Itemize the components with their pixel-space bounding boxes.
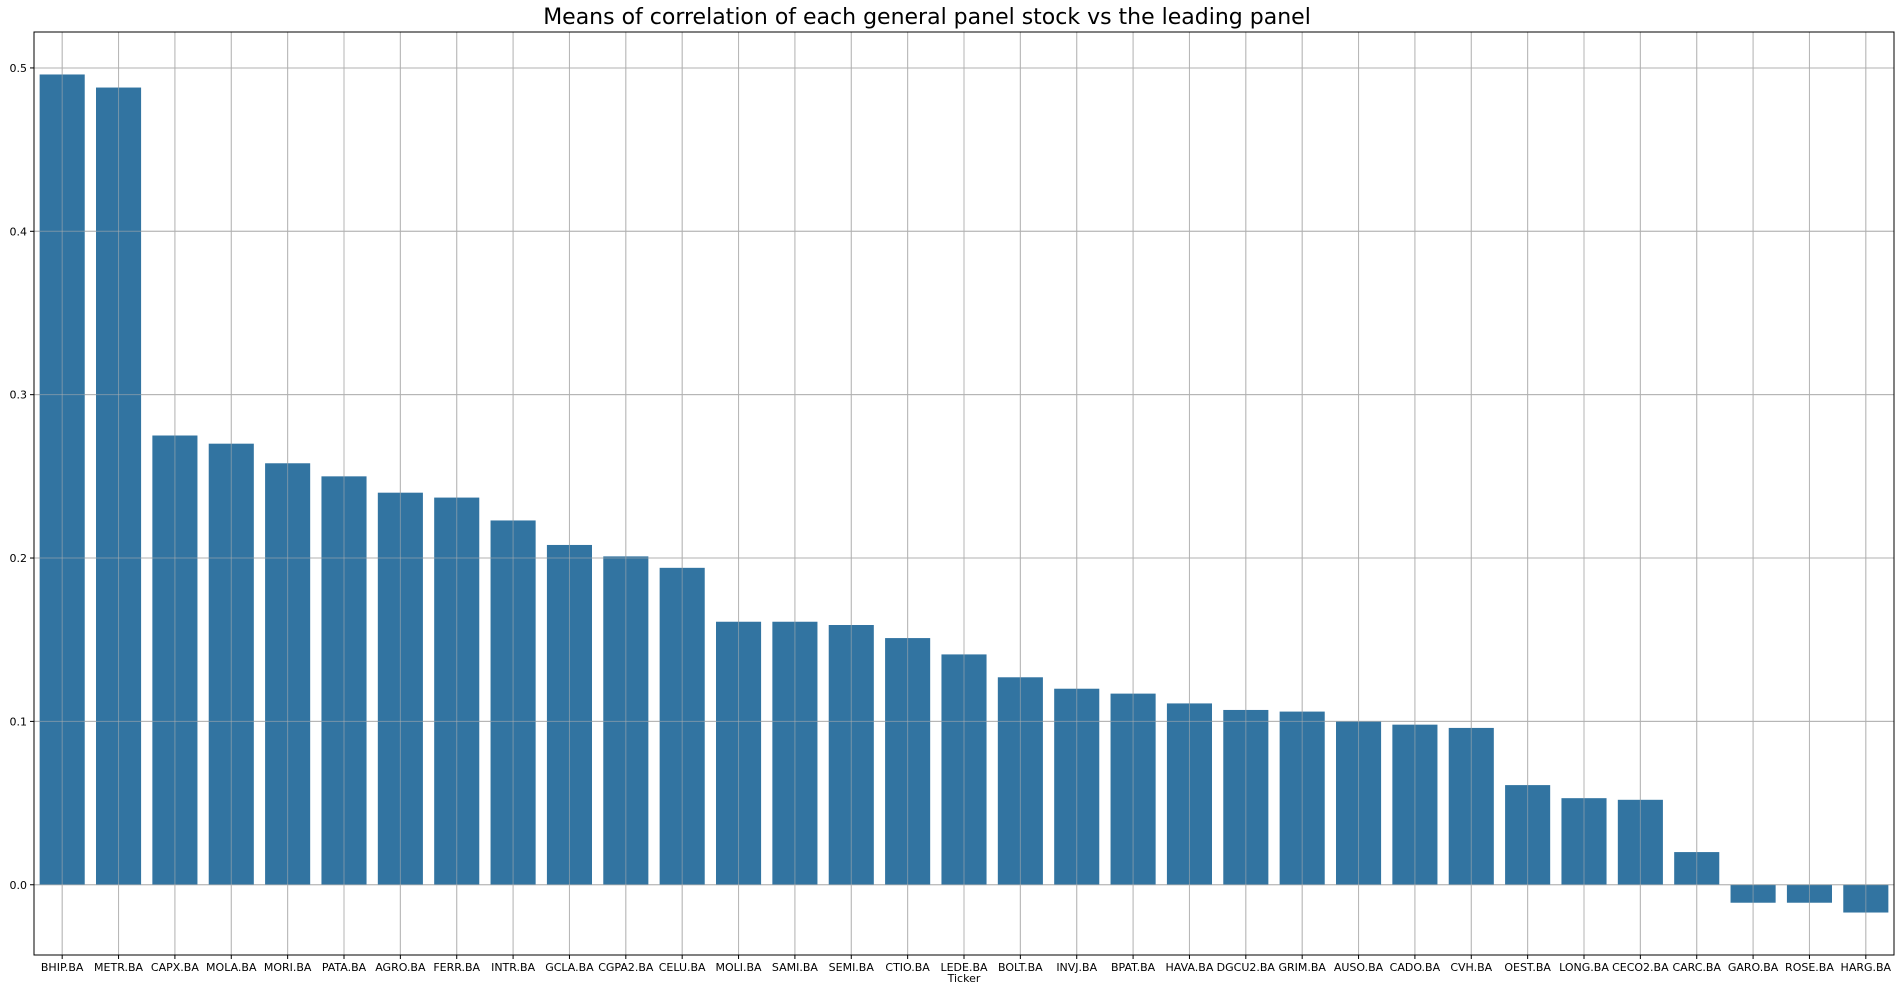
x-tick-label: LONG.BA	[1559, 961, 1609, 974]
x-tick-label: PATA.BA	[322, 961, 367, 974]
x-tick-label: CARC.BA	[1672, 961, 1721, 974]
x-tick-label: GCLA.BA	[545, 961, 594, 974]
grid-overlay	[34, 32, 1894, 955]
x-tick-label: CGPA2.BA	[598, 961, 654, 974]
x-tick-label: OEST.BA	[1504, 961, 1551, 974]
x-tick-label: BHIP.BA	[41, 961, 84, 974]
x-tick-label: CELU.BA	[659, 961, 706, 974]
x-tick-label: CADO.BA	[1390, 961, 1441, 974]
y-tick-label: 0.1	[10, 715, 28, 728]
x-axis: BHIP.BA METR.BA CAPX.BA MOLA.BA MORI.BA PATA.…	[41, 955, 1892, 974]
x-tick-label: CTIO.BA	[885, 961, 930, 974]
x-tick-label: MORI.BA	[264, 961, 312, 974]
x-tick-label: BPAT.BA	[1111, 961, 1156, 974]
x-axis-label: Ticker	[947, 972, 981, 985]
x-tick-label: METR.BA	[94, 961, 143, 974]
x-tick-label: FERR.BA	[433, 961, 480, 974]
x-tick-label: HAVA.BA	[1166, 961, 1214, 974]
x-tick-label: MOLI.BA	[715, 961, 762, 974]
y-tick-label: 0.3	[10, 389, 28, 402]
y-tick-label: 0.4	[10, 225, 28, 238]
x-tick-label: AGRO.BA	[375, 961, 426, 974]
x-tick-label: BOLT.BA	[998, 961, 1043, 974]
x-tick-label: INVJ.BA	[1056, 961, 1097, 974]
y-tick-label: 0.2	[10, 552, 28, 565]
x-tick-label: ROSE.BA	[1785, 961, 1834, 974]
y-tick-label: 0.0	[10, 879, 28, 892]
x-tick-label: HARG.BA	[1841, 961, 1892, 974]
x-tick-label: CAPX.BA	[151, 961, 199, 974]
x-tick-label: GRIM.BA	[1278, 961, 1326, 974]
x-tick-label: GARO.BA	[1728, 961, 1779, 974]
x-tick-label: CECO2.BA	[1612, 961, 1669, 974]
y-axis: 0.0 0.1 0.2 0.3 0.4 0.5	[10, 62, 34, 892]
x-tick-label: MOLA.BA	[206, 961, 257, 974]
chart-title: Means of correlation of each general pan…	[543, 5, 1311, 30]
x-tick-label: CVH.BA	[1450, 961, 1492, 974]
x-tick-label: AUSO.BA	[1334, 961, 1384, 974]
x-tick-label: DGCU2.BA	[1217, 961, 1276, 974]
x-tick-label: LEDE.BA	[940, 961, 988, 974]
y-tick-label: 0.5	[10, 62, 28, 75]
x-tick-label: SAMI.BA	[772, 961, 818, 974]
x-tick-label: SEMI.BA	[829, 961, 875, 974]
x-tick-label: INTR.BA	[491, 961, 535, 974]
